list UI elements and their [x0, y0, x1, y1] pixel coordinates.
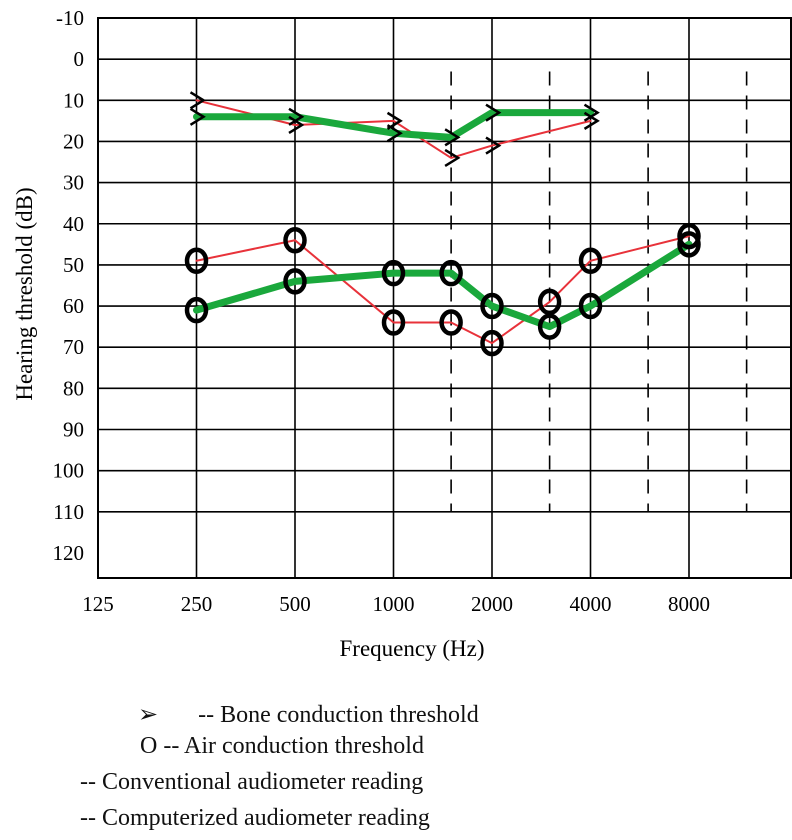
- y-tick-label: 50: [63, 253, 84, 277]
- x-tick-label: 1000: [373, 592, 415, 616]
- air-conduction-marker: [480, 292, 504, 320]
- x-tick-label: 250: [181, 592, 213, 616]
- y-tick-label: 60: [63, 294, 84, 318]
- y-axis-label: Hearing threshold (dB): [12, 187, 37, 400]
- x-tick-label: 2000: [471, 592, 513, 616]
- legend-computerized: -- Computerized audiometer reading: [80, 805, 430, 831]
- air-conduction-marker: [283, 226, 307, 254]
- y-tick-label: 0: [74, 47, 85, 71]
- y-tick-label: 20: [63, 129, 84, 153]
- y-tick-label: 100: [53, 459, 85, 483]
- air-conduction-marker: [184, 247, 209, 275]
- air-conduction-marker: [537, 288, 562, 316]
- series-line: [193, 109, 594, 141]
- air-conduction-marker: [480, 329, 504, 357]
- bone-conduction-marker: [444, 128, 461, 147]
- legend-conventional: -- Conventional audiometer reading: [80, 769, 424, 795]
- series-line: [195, 99, 592, 159]
- bone-conduction-marker: [288, 115, 305, 135]
- legend-air-conduction: O -- Air conduction threshold: [140, 733, 424, 759]
- audiogram-chart: -10 0 10 20 30 40 50 60 70 80 90 100 110 120 125 250 500…: [12, 6, 792, 661]
- x-axis-label: Frequency (Hz): [340, 636, 485, 661]
- bone-conduction-marker: [288, 107, 305, 126]
- x-tick-label: 8000: [668, 592, 710, 616]
- legend-bone-text: -- Bone conduction threshold: [198, 702, 479, 728]
- bone-conduction-marker: [485, 103, 502, 122]
- y-tick-label: -10: [56, 6, 84, 30]
- air-conduction-marker: [677, 231, 701, 258]
- air-conduction-marker: [381, 309, 406, 336]
- air-conduction-marker: [439, 259, 463, 287]
- plot-frame: [97, 17, 792, 579]
- bone-conduction-marker: [189, 107, 206, 126]
- x-tick-label: 125: [82, 592, 114, 616]
- y-tick-label: 70: [63, 335, 84, 359]
- bone-conduction-marker: [386, 124, 403, 143]
- bone-conduction-marker: [485, 136, 502, 155]
- y-tick-label: 40: [63, 212, 84, 236]
- y-tick-label: 120: [53, 541, 85, 565]
- x-tick-label: 4000: [570, 592, 612, 616]
- air-conduction-marker: [537, 313, 562, 340]
- x-tick-label: 500: [279, 592, 311, 616]
- air-conduction-marker: [578, 292, 603, 320]
- y-tick-label: 80: [63, 376, 84, 400]
- bone-symbol-icon: ➢: [138, 702, 159, 728]
- y-tick-label: 30: [63, 171, 84, 195]
- bone-conduction-marker: [444, 148, 461, 167]
- air-conduction-marker: [677, 222, 701, 250]
- air-conduction-marker: [184, 296, 209, 324]
- bone-conduction-marker: [583, 103, 600, 122]
- bone-conduction-marker: [583, 111, 600, 130]
- y-tick-label: 110: [53, 500, 84, 524]
- air-conduction-marker: [283, 268, 307, 295]
- y-tick-label: 90: [63, 418, 84, 442]
- bone-conduction-marker: [386, 111, 403, 130]
- legend-bone-conduction: ➢ -- Bone conduction threshold: [138, 700, 479, 729]
- air-conduction-marker: [381, 259, 406, 287]
- air-conduction-marker: [578, 247, 603, 275]
- y-tick-label: 10: [63, 88, 84, 112]
- bone-conduction-marker: [189, 91, 206, 110]
- air-conduction-marker: [439, 309, 463, 336]
